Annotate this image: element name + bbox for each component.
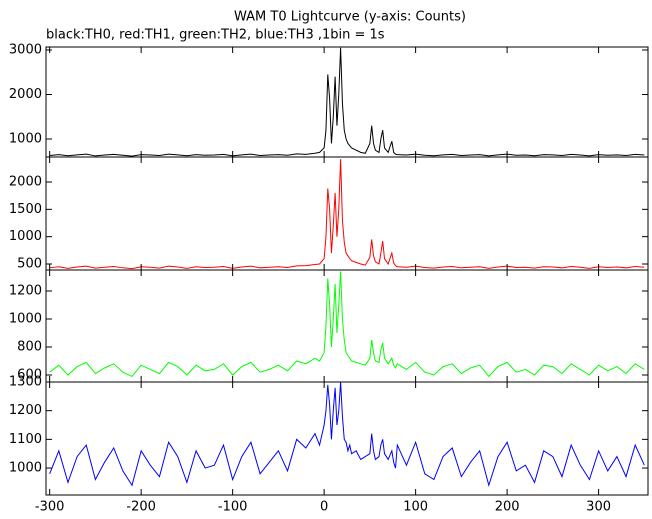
x-tick-label: 100 (403, 500, 428, 515)
y-tick-label: 800 (17, 340, 42, 355)
y-tick-label: 1200 (9, 403, 42, 418)
x-tick-label: 0 (320, 500, 328, 515)
y-tick-label: 1000 (9, 132, 42, 147)
x-tick-label: -200 (126, 500, 156, 515)
y-tick-label: 2000 (9, 175, 42, 190)
series-line (49, 47, 645, 157)
series-line (49, 382, 645, 488)
chart-subtitle: black:TH0, red:TH1, green:TH2, blue:TH3 … (46, 28, 385, 43)
y-tick-label: 1500 (9, 202, 42, 217)
series-line (49, 271, 645, 378)
y-tick-label: 1000 (9, 461, 42, 476)
x-tick-label: -100 (218, 500, 248, 515)
plot-frame (45, 381, 649, 496)
x-tick-label: -300 (35, 500, 65, 515)
y-tick-label: 1100 (9, 432, 42, 447)
x-tick-label: 200 (495, 500, 520, 515)
y-tick-label: 1000 (9, 229, 42, 244)
series-line (49, 159, 645, 270)
y-tick-label: 500 (17, 256, 42, 271)
x-tick-label: 300 (586, 500, 611, 515)
y-tick-label: 1000 (9, 312, 42, 327)
y-tick-label: 1300 (9, 375, 42, 390)
chart-title: WAM T0 Lightcurve (y-axis: Counts) (234, 10, 466, 25)
y-tick-label: 2000 (9, 87, 42, 102)
y-tick-label: 600 (17, 368, 42, 383)
y-tick-label: 1200 (9, 284, 42, 299)
y-tick-label: 3000 (9, 42, 42, 57)
